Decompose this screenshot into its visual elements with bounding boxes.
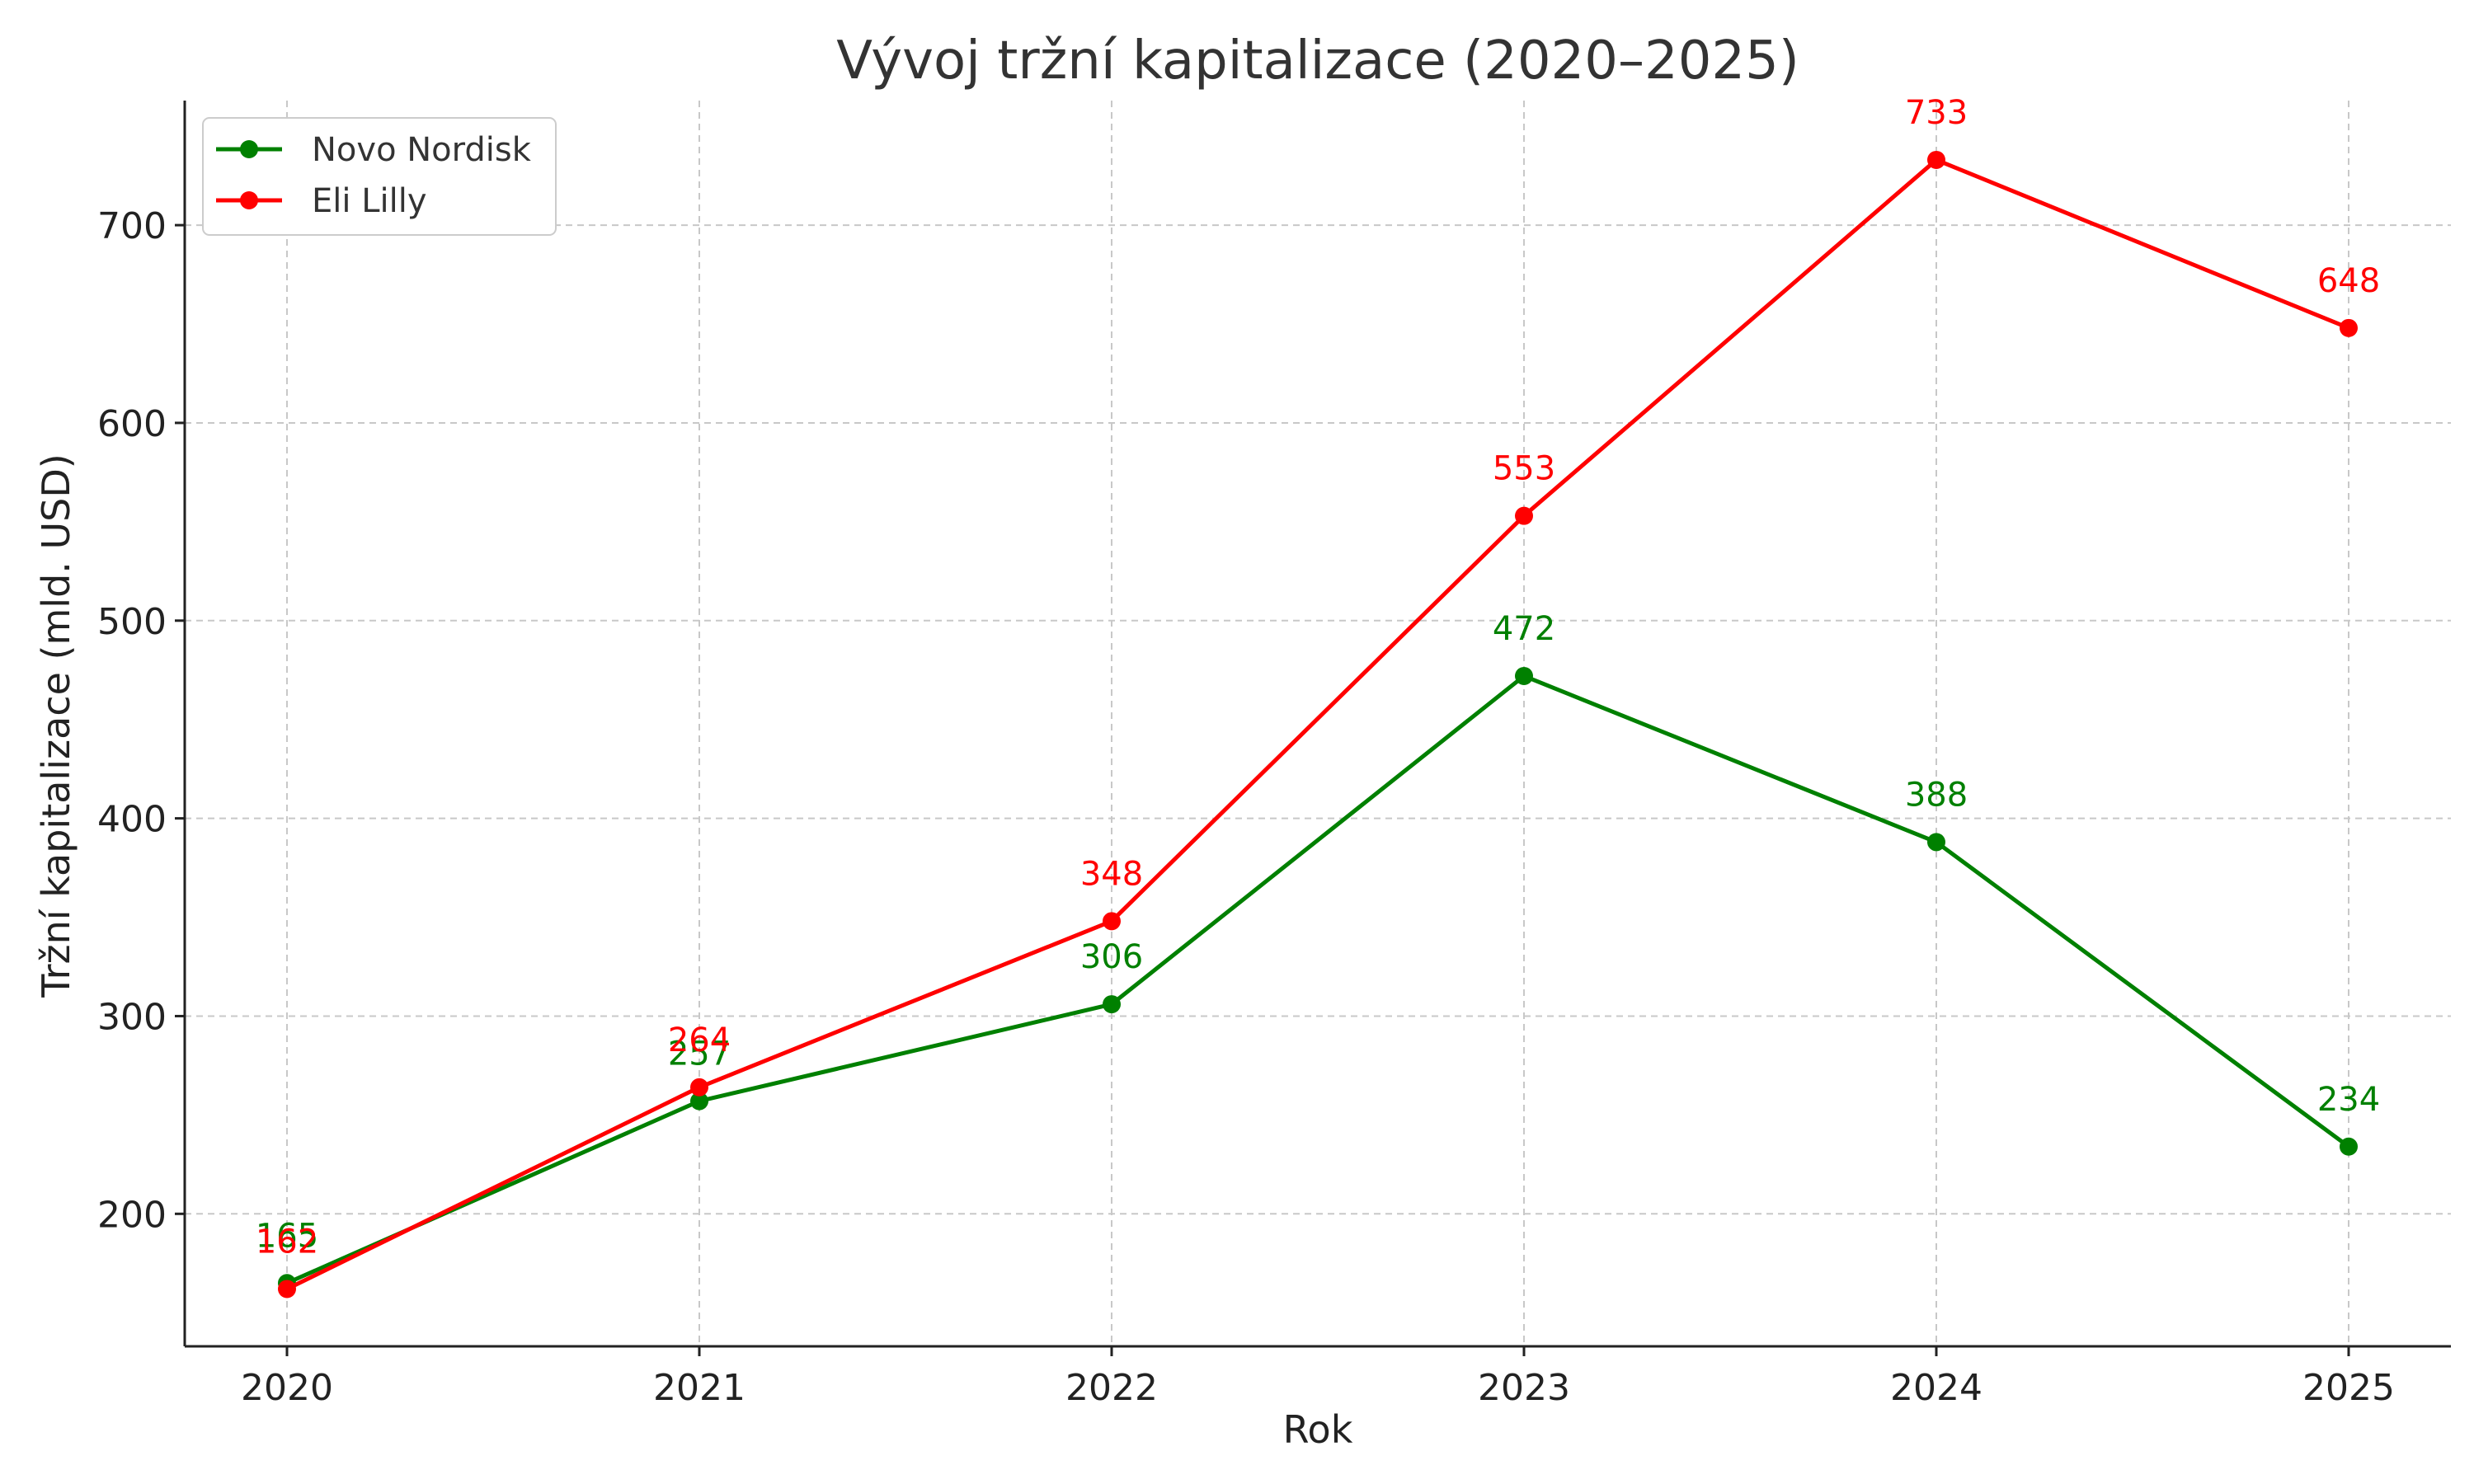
data-label-eli-lilly: 348	[1080, 855, 1143, 893]
data-label-novo-nordisk: 165	[256, 1217, 318, 1255]
x-tick-label: 2021	[653, 1367, 745, 1409]
data-point-novo-nordisk	[1927, 833, 1945, 852]
data-point-eli-lilly	[1515, 506, 1533, 525]
series-line-eli-lilly	[285, 157, 2349, 1291]
data-point-eli-lilly	[1927, 150, 1945, 169]
x-axis-label: Rok	[1283, 1407, 1353, 1452]
data-label-eli-lilly: 733	[1905, 94, 1968, 132]
x-tick-label: 2022	[1065, 1367, 1158, 1409]
data-point-eli-lilly	[690, 1078, 708, 1097]
x-tick-label: 2025	[2302, 1367, 2395, 1409]
x-tick-label: 2024	[1890, 1367, 1982, 1409]
chart-title: Vývoj tržní kapitalizace (2020–2025)	[836, 31, 1799, 92]
y-tick-label: 200	[97, 1194, 167, 1236]
data-label-novo-nordisk: 388	[1905, 776, 1968, 814]
data-label-eli-lilly: 553	[1493, 450, 1555, 488]
y-tick-label: 700	[97, 205, 167, 247]
data-label-eli-lilly: 162	[256, 1223, 318, 1261]
y-tick-label: 300	[97, 996, 167, 1038]
legend-label-novo-nordisk: Novo Nordisk	[312, 131, 532, 169]
data-point-novo-nordisk	[690, 1092, 708, 1111]
grid-lines	[185, 101, 2451, 1346]
y-axis-label: Tržní kapitalizace (mld. USD)	[34, 453, 78, 998]
legend-label-eli-lilly: Eli Lilly	[312, 182, 427, 220]
series-line-novo-nordisk	[285, 674, 2350, 1285]
data-point-eli-lilly	[2340, 318, 2358, 337]
series	[278, 150, 2358, 1298]
legend-swatch-marker	[240, 191, 258, 209]
data-labels: 165 257 306 472 388 234 162 264 348 553 733 648	[256, 94, 2380, 1261]
ticks: 2020 2021 2022 2023 2024 2025 200 300 400 500 600 7…	[97, 205, 2395, 1409]
legend-swatch-marker	[240, 140, 258, 158]
data-label-novo-nordisk: 472	[1493, 610, 1555, 648]
x-tick-label: 2023	[1478, 1367, 1570, 1409]
data-point-novo-nordisk	[2340, 1137, 2358, 1156]
data-label-novo-nordisk: 234	[2317, 1081, 2380, 1119]
data-point-novo-nordisk	[1103, 995, 1121, 1014]
data-label-novo-nordisk: 306	[1080, 938, 1143, 976]
data-point-novo-nordisk	[1515, 666, 1533, 685]
data-point-eli-lilly	[1103, 912, 1121, 931]
legend: Novo Nordisk Eli Lilly	[202, 117, 557, 236]
y-tick-label: 400	[97, 799, 167, 841]
data-point-eli-lilly	[278, 1280, 296, 1298]
y-tick-label: 600	[97, 403, 167, 445]
axes	[183, 101, 2451, 1348]
data-label-novo-nordisk: 257	[668, 1036, 731, 1073]
data-label-eli-lilly: 648	[2317, 262, 2380, 300]
x-tick-label: 2020	[241, 1367, 333, 1409]
legend-box	[202, 117, 557, 236]
data-label-eli-lilly: 264	[668, 1021, 731, 1059]
y-tick-label: 500	[97, 601, 167, 643]
